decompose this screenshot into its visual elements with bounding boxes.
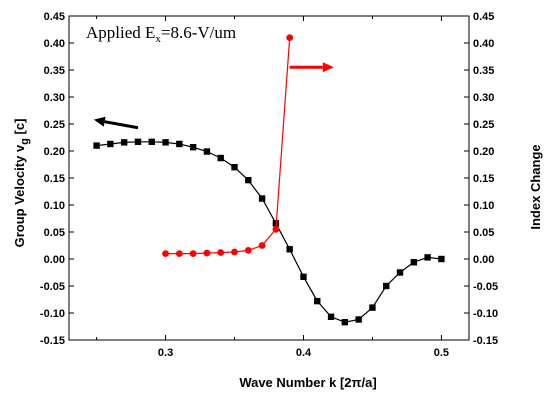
- data-point: [149, 139, 155, 145]
- y-axis-left-label-subscript: g: [19, 138, 31, 145]
- data-point: [328, 314, 334, 320]
- annotation-suffix: =8.6-V/um: [161, 23, 236, 42]
- y-right-tick-label: 0.25: [473, 119, 494, 131]
- data-point: [107, 141, 113, 147]
- data-point: [411, 259, 417, 265]
- x-tick-label: 0.4: [296, 347, 312, 359]
- y-right-tick-label: -0.10: [473, 308, 498, 320]
- y-left-tick-label: 0.40: [44, 38, 65, 50]
- data-point: [218, 155, 224, 161]
- data-point: [300, 274, 306, 280]
- data-point: [135, 139, 141, 145]
- data-point: [369, 304, 375, 310]
- x-tick-label: 0.3: [158, 347, 173, 359]
- y-right-tick-label: 0.30: [473, 92, 494, 104]
- y-left-tick-label: 0.35: [44, 65, 65, 77]
- data-point: [162, 250, 169, 257]
- data-point: [217, 249, 224, 256]
- y-right-tick-label: 0.00: [473, 254, 494, 266]
- y-right-tick-label: 0.10: [473, 200, 494, 212]
- data-point: [93, 142, 99, 148]
- data-point: [190, 144, 196, 150]
- y-left-tick-label: -0.15: [40, 335, 65, 347]
- data-point: [204, 250, 211, 257]
- data-point: [342, 319, 348, 325]
- y-right-tick-label: 0.40: [473, 38, 494, 50]
- data-point: [286, 246, 292, 252]
- annotation-applied-field: Applied Ex=8.6-V/um: [86, 23, 236, 45]
- y-left-tick-label: 0.05: [44, 227, 65, 239]
- data-point: [176, 141, 182, 147]
- y-axis-left-label-unit: [c]: [12, 119, 27, 139]
- y-right-tick-label: 0.05: [473, 227, 494, 239]
- y-left-tick-label: 0.10: [44, 200, 65, 212]
- data-point: [190, 250, 197, 257]
- data-point: [231, 164, 237, 170]
- y-left-tick-label: 0.00: [44, 254, 65, 266]
- y-right-tick-label: -0.05: [473, 281, 498, 293]
- y-left-tick-label: 0.20: [44, 146, 65, 158]
- y-right-tick-label: 0.45: [473, 11, 494, 23]
- y-right-tick-label: -0.15: [473, 335, 498, 347]
- y-right-tick-label: 0.15: [473, 173, 494, 185]
- data-point: [424, 254, 430, 260]
- data-point: [162, 139, 168, 145]
- annotation-prefix: Applied E: [86, 23, 155, 42]
- x-tick-label: 0.5: [434, 347, 449, 359]
- data-point: [272, 226, 279, 233]
- y-axis-right-label: Index Change: [528, 144, 543, 229]
- data-point: [245, 247, 252, 254]
- y-left-tick-label: -0.05: [40, 281, 65, 293]
- data-point: [383, 283, 389, 289]
- data-point: [259, 242, 266, 249]
- data-point: [397, 269, 403, 275]
- data-point: [355, 316, 361, 322]
- data-point: [176, 250, 183, 257]
- y-left-tick-label: 0.45: [44, 11, 65, 23]
- y-left-tick-label: 0.30: [44, 92, 65, 104]
- x-axis-label: Wave Number k [2π/a]: [239, 375, 376, 390]
- data-point: [121, 139, 127, 145]
- data-point: [231, 249, 238, 256]
- y-right-tick-label: 0.20: [473, 146, 494, 158]
- data-point: [204, 148, 210, 154]
- data-point: [259, 195, 265, 201]
- data-point: [438, 256, 444, 262]
- y-left-tick-label: 0.15: [44, 173, 65, 185]
- data-point: [245, 177, 251, 183]
- data-point: [314, 298, 320, 304]
- y-left-tick-label: 0.25: [44, 119, 65, 131]
- y-axis-left-label-main: Group Velocity v: [12, 144, 27, 247]
- y-right-tick-label: 0.35: [473, 65, 494, 77]
- data-point: [286, 34, 293, 41]
- y-left-tick-label: -0.10: [40, 308, 65, 320]
